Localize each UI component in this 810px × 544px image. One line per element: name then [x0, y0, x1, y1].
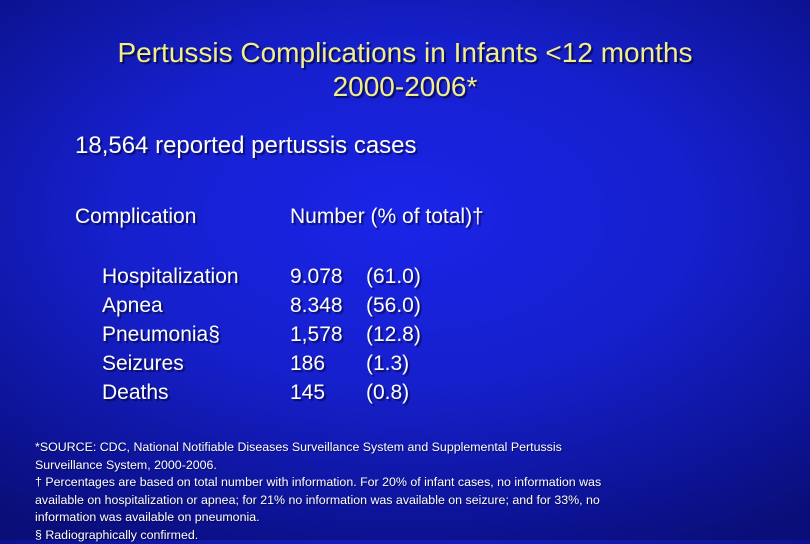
footnotes: *SOURCE: CDC, National Notifiable Diseas… [35, 439, 735, 544]
reported-cases-subtitle: 18,564 reported pertussis cases [75, 132, 417, 160]
complication-number: 1,578 [290, 320, 343, 349]
column-header-complication: Complication [75, 205, 196, 229]
complication-number: 9.078 [290, 262, 343, 291]
table-row: Hospitalization 9.078 (61.0) [0, 262, 810, 291]
table-row: Seizures 186 (1.3) [0, 349, 810, 378]
table-row: Pneumonia§ 1,578 (12.8) [0, 320, 810, 349]
complication-name: Pneumonia§ [102, 320, 220, 349]
slide-title-line-1: Pertussis Complications in Infants <12 m… [0, 36, 810, 70]
complication-number: 186 [290, 349, 325, 378]
complication-name: Deaths [102, 378, 169, 407]
slide-title: Pertussis Complications in Infants <12 m… [0, 36, 810, 104]
complication-percent: (56.0) [366, 291, 421, 320]
complication-percent: (1.3) [366, 349, 409, 378]
complication-percent: (0.8) [366, 378, 409, 407]
complication-percent: (12.8) [366, 320, 421, 349]
footnote-line: *SOURCE: CDC, National Notifiable Diseas… [35, 439, 735, 457]
complication-name: Hospitalization [102, 262, 239, 291]
table-row: Apnea 8.348 (56.0) [0, 291, 810, 320]
column-header-number: Number (% of total)† [290, 205, 484, 229]
table-row: Deaths 145 (0.8) [0, 378, 810, 407]
footnote-line: information was available on pneumonia. [35, 509, 735, 527]
complications-table: Hospitalization 9.078 (61.0) Apnea 8.348… [0, 262, 810, 407]
slide-title-line-2: 2000-2006* [0, 70, 810, 104]
complication-number: 145 [290, 378, 325, 407]
complication-name: Apnea [102, 291, 163, 320]
complication-percent: (61.0) [366, 262, 421, 291]
footnote-line: § Radiographically confirmed. [35, 527, 735, 544]
footnote-line: † Percentages are based on total number … [35, 474, 735, 492]
footnote-line: available on hospitalization or apnea; f… [35, 492, 735, 510]
complication-number: 8.348 [290, 291, 343, 320]
footnote-line: Surveillance System, 2000-2006. [35, 457, 735, 475]
complication-name: Seizures [102, 349, 184, 378]
